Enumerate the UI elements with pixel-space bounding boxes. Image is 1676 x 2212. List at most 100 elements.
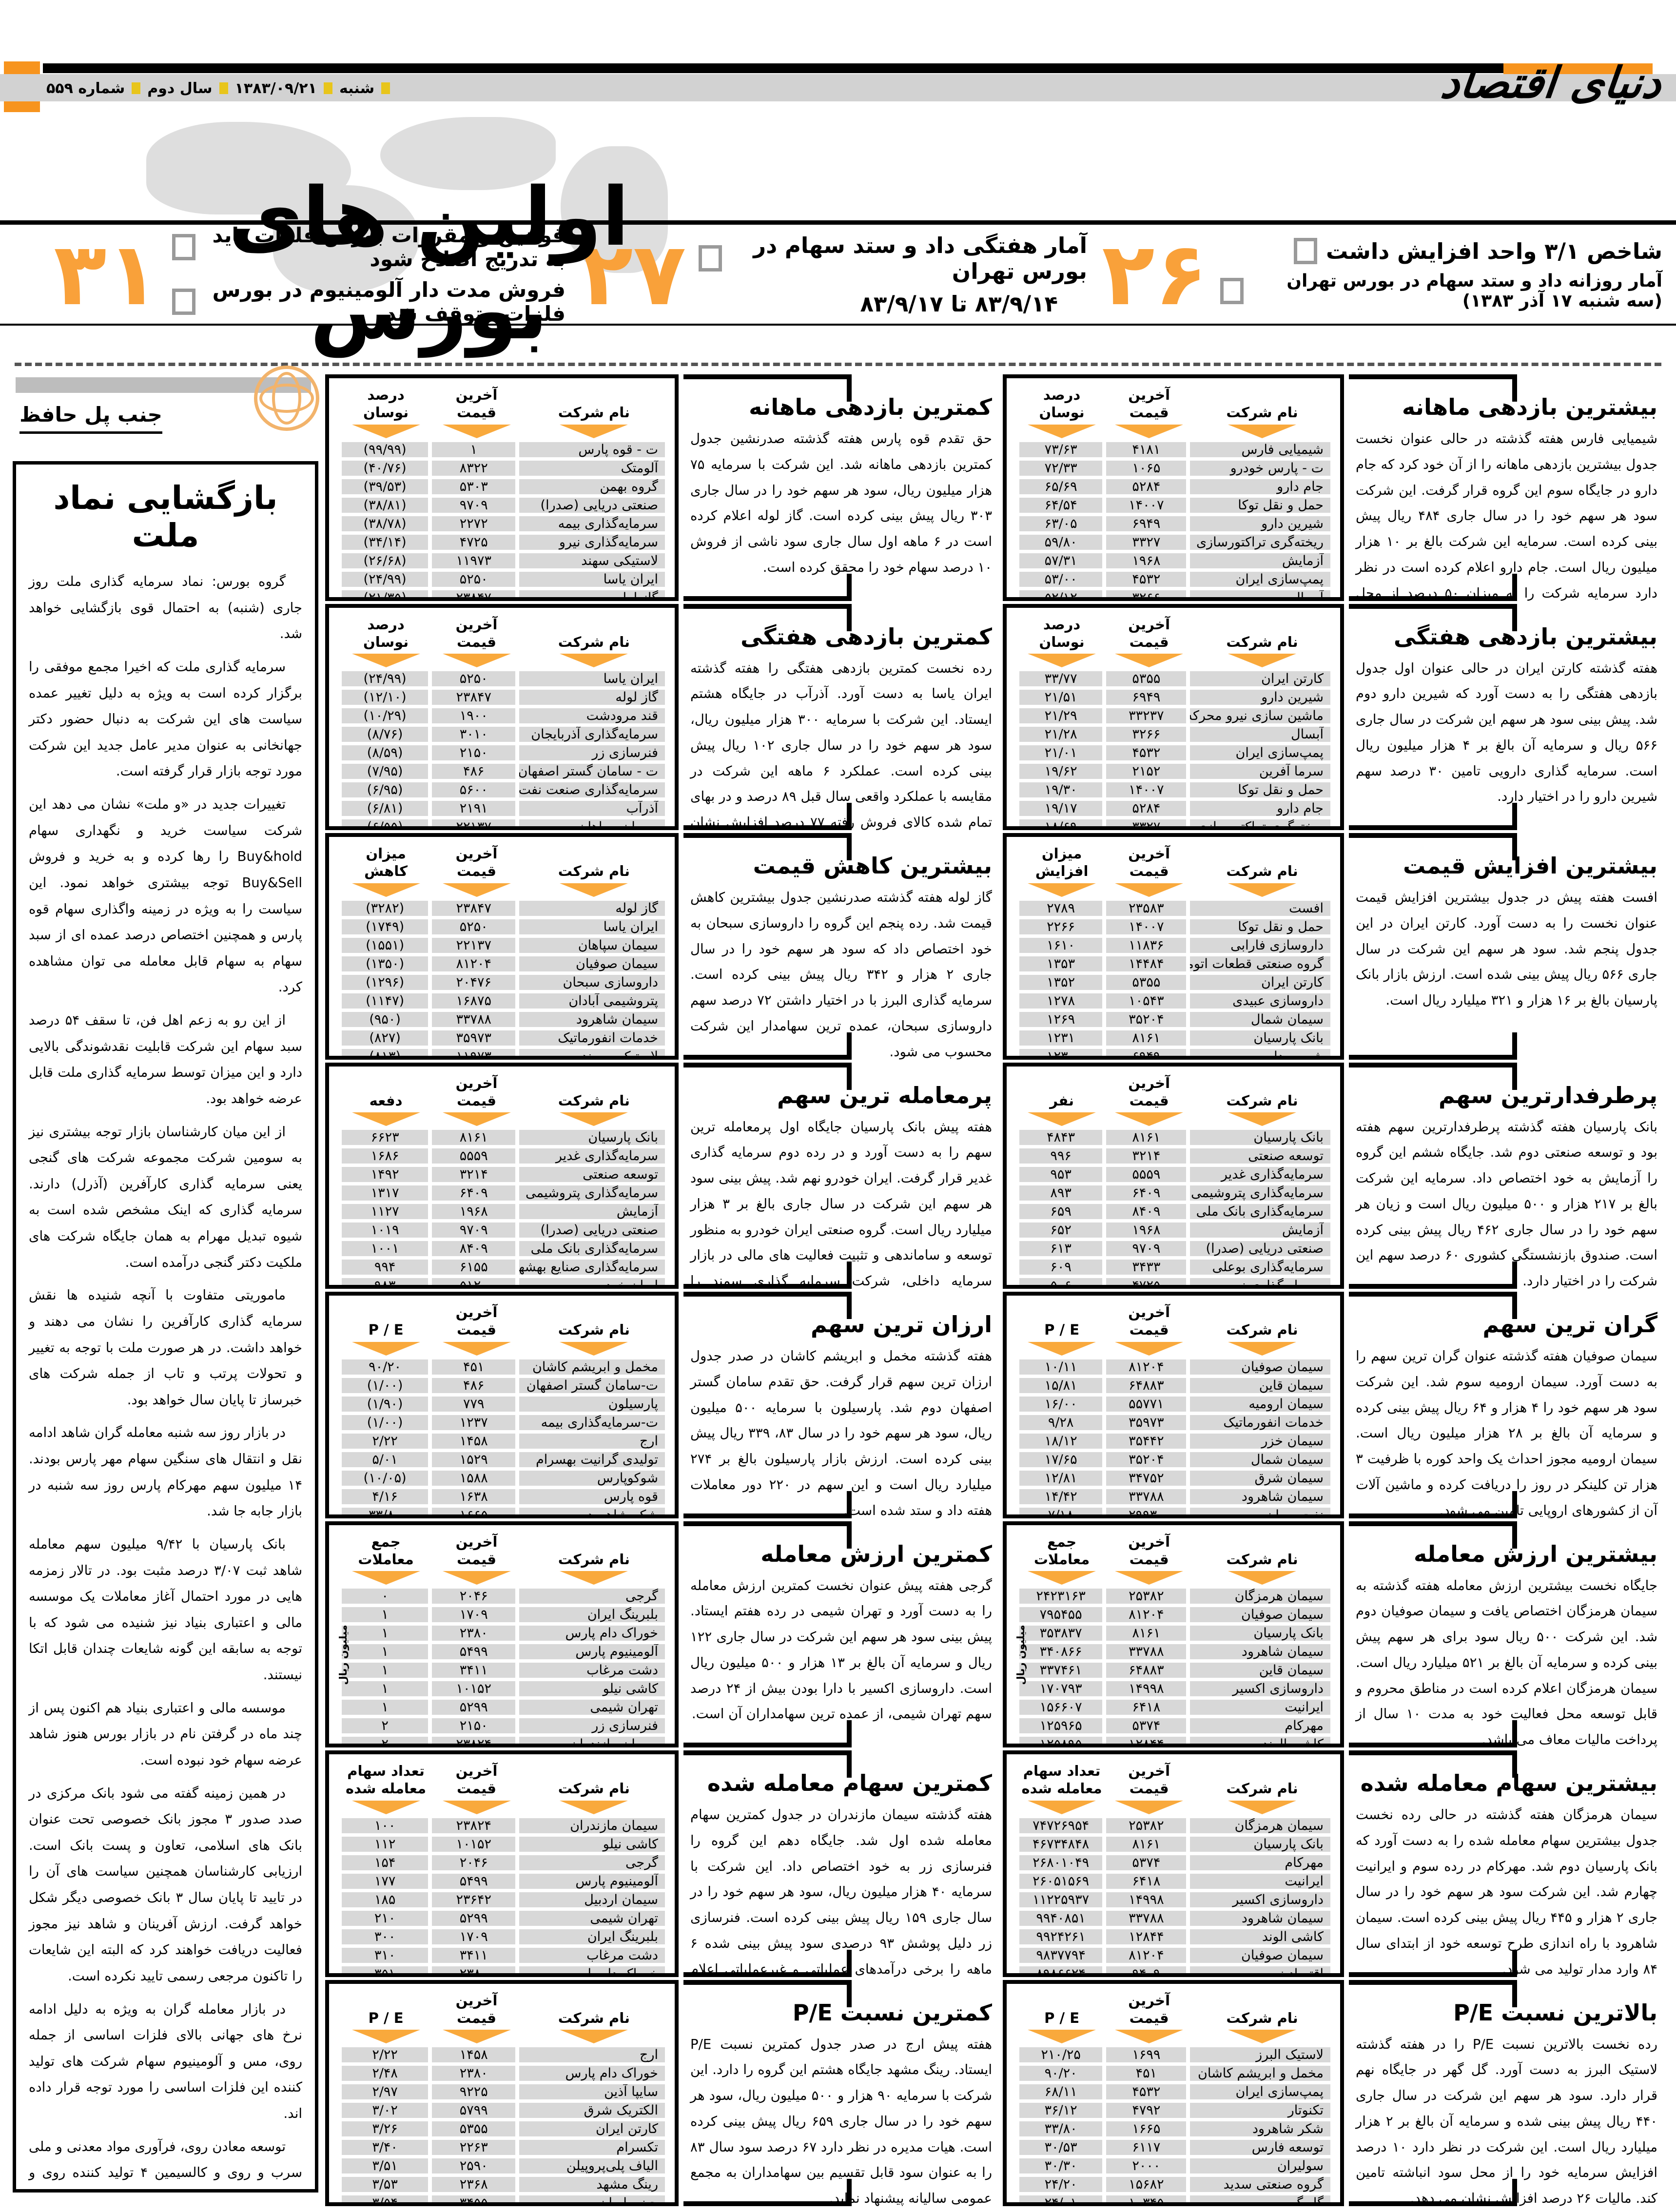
metric-cell: ۲/۲۲ xyxy=(342,1433,429,1449)
middle-section-text: کمترین نسبت P/E هفته پیش ارج در صدر جدول … xyxy=(683,1979,998,2206)
metric-cell: ۹۰/۲۰ xyxy=(1019,2066,1103,2081)
last-price-cell: ۶۴۸۸۳ xyxy=(1106,1663,1187,1678)
company-name-cell: آزمایش xyxy=(1190,553,1330,568)
sort-arrow-icon xyxy=(351,654,420,667)
column-label: درصد نوسان xyxy=(1039,616,1085,650)
last-price-cell: ۴۵۳۲ xyxy=(1106,571,1187,587)
table-row: کارتن ایران ۵۳۵۵ ۱۳۵۲ xyxy=(1019,974,1330,990)
metric-cell: ۳۶/۱۲ xyxy=(1019,2103,1103,2118)
company-name-cell: سیمان صوفیان xyxy=(1190,1607,1330,1622)
company-name-cell: قوه پارس xyxy=(519,1489,665,1504)
last-price-cell: ۴۵۱ xyxy=(1106,2066,1187,2081)
metric-cell: ۹۹۴ xyxy=(342,1260,429,1275)
column-label: دفعه xyxy=(369,1092,403,1109)
metric-cell: ۶۸/۱۱ xyxy=(1019,2084,1103,2099)
table-body: سیمان مازندران ۲۳۸۲۴ ۱۰۰ کاشی نیلو ۱۰۱۵۲ ۱۱۲ گ… xyxy=(342,1818,665,1973)
table-body: سیمان صوفیان ۸۱۲۰۴ ۱۰/۱۱ سیمان قاین ۶۴۸۸۳ ۱۵/… xyxy=(1019,1359,1330,1514)
metric-cell: ۱ xyxy=(342,1700,429,1715)
company-name-cell: ریخته‌گری تراکتورسازی xyxy=(1190,819,1330,827)
company-name-cell: الیاف پلی‌پروپیلن xyxy=(519,2158,665,2173)
table-row: کاشی الوند ۱۲۸۴۴ ۱۲۵۸۹۵ xyxy=(1019,1737,1330,1744)
section-paragraph: حق تقدم قوه پارس هفته گذشته صدرنشین جدول… xyxy=(690,431,992,575)
column-label: نام شرکت xyxy=(558,2009,630,2026)
table-row: سرمایه‌گذاری نیرو ۴۷۲۵ (۳۴/۱۴) xyxy=(342,534,665,550)
last-price-cell: ۵۳۷۴ xyxy=(1106,1855,1187,1870)
table-column-header: آخرین قیمت xyxy=(1108,1533,1190,1585)
table-row: سرمایه‌گذاری غدیر ۵۵۵۹ ۹۵۳ xyxy=(1019,1167,1330,1182)
table-row: فنرسازی زر ۲۱۵۰ ۲ xyxy=(342,1718,665,1733)
table-row: آزمایش ۱۹۶۸ ۱۱۲۷ xyxy=(342,1204,665,1219)
company-name-cell: سیمان ارومیه xyxy=(1190,1396,1330,1412)
table-row: شیرین دارو ۶۹۴۹ ۲۱/۵۱ xyxy=(1019,690,1330,705)
metric-cell: ۹۸۳ xyxy=(342,1278,429,1285)
column-label: آخرین قیمت xyxy=(455,1304,498,1339)
table-column-header: P / E xyxy=(342,1992,430,2043)
table-row: سولیران ۲۰۰۰ ۳۰/۳۰ xyxy=(1019,2158,1330,2173)
table-column-header: آخرین قیمت xyxy=(434,1762,519,1814)
metric-cell: (۲۱/۳۵) xyxy=(342,590,429,597)
table-row: سیمان هرمزگان ۲۵۳۸۲ ۲۴۲۳۱۶۳ xyxy=(1019,1589,1330,1604)
section-heading: بیشترین کاهش قیمت xyxy=(753,853,992,879)
last-price-cell: ۴۵۱ xyxy=(432,1359,516,1375)
last-price-cell: ۶۱۱۷ xyxy=(1106,2140,1187,2155)
metric-cell: ۲۱/۲۸ xyxy=(1019,727,1103,742)
company-name-cell: سیمان صوفیان xyxy=(1190,1947,1330,1963)
table-row: پمپ‌سازی ایران ۴۵۳۲ ۲۱/۰۱ xyxy=(1019,745,1330,760)
company-name-cell: بانک پارسیان xyxy=(1190,1626,1330,1641)
last-price-cell: ۳۲۱۴ xyxy=(432,1167,516,1182)
last-price-cell: ۲۵۹۰ xyxy=(432,2158,516,2173)
table-row: توسعه صنعتی ۳۲۱۴ ۹۹۶ xyxy=(1019,1148,1330,1164)
sort-arrow-icon xyxy=(1028,654,1096,667)
table-row: آذرآب ۲۱۹۱ (۶/۸۱) xyxy=(342,801,665,816)
table-column-header: نام شرکت xyxy=(1194,1074,1330,1126)
metric-cell: (۶/۵۵) xyxy=(342,819,429,827)
section-paragraph: هفته گذشته سیمان مازندران در جدول کمترین… xyxy=(690,1807,993,1977)
section-heading: پرمعامله ترین سهم xyxy=(777,1082,992,1108)
header-gray-strip xyxy=(0,74,1676,101)
company-name-cell: نفت بهران xyxy=(1190,1507,1330,1514)
table-row: سرمایه‌گذاری پتروشیمی ۶۴۰۹ ۱۳۱۷ xyxy=(342,1185,665,1201)
page-title: اولین های بورس xyxy=(229,170,630,357)
last-price-cell: ۸۴۰۹ xyxy=(1106,1204,1187,1219)
metric-cell: ۳۰۰ xyxy=(342,1929,429,1944)
separator-square-icon xyxy=(381,82,390,94)
company-name-cell: گروه بهمن xyxy=(519,479,665,494)
metric-cell: ۲۱/۵۱ xyxy=(1019,690,1103,705)
column-label: آخرین قیمت xyxy=(1128,616,1170,650)
company-name-cell: چینی ایران xyxy=(519,2195,665,2203)
divider xyxy=(0,324,1676,326)
table-header-row: نام شرکت آخرین قیمت P / E xyxy=(342,1992,665,2043)
company-name-cell: سیمان هرمزگان xyxy=(1190,1589,1330,1604)
table-row: الکتریک شرق ۵۷۹۹ ۳/۰۲ xyxy=(342,2103,665,2118)
table-row: آبسال ۳۲۶۶ ۲۱/۲۸ xyxy=(1019,727,1330,742)
index-headline: آمار هفتگی داد و ستد سهام در بورس تهران xyxy=(753,232,1087,284)
checkbox-icon xyxy=(172,289,196,315)
column-label: نام شرکت xyxy=(558,1321,630,1339)
sidebar-article-title: بازگشایی نماد ملت xyxy=(53,479,278,554)
metric-cell: (۲۴/۹۹) xyxy=(342,671,429,686)
table-row: سیمان شاهرود ۳۳۷۸۸ ۹۹۴۰۸۵۱ xyxy=(1019,1910,1330,1926)
last-price-cell: ۵۴۹۹ xyxy=(432,1873,516,1889)
last-price-cell: ۵۲۵۰ xyxy=(432,919,516,934)
last-price-cell: ۱۷۰۹ xyxy=(432,1929,516,1944)
sort-arrow-icon xyxy=(1228,1341,1297,1356)
last-price-cell: ۲۳۵۸۳ xyxy=(1106,900,1187,916)
metric-cell: ۱۵/۸۱ xyxy=(1019,1378,1103,1393)
metric-cell: ۳/۰۲ xyxy=(342,2103,429,2118)
metric-cell: ۴/۱۶ xyxy=(342,1489,429,1504)
company-name-cell: داروسازی عبیدی xyxy=(1190,993,1330,1009)
table-body: بانک پارسیان ۸۱۶۱ ۴۸۴۳ توسعه صنعتی ۳۲۱۴ ۹۹۶ سر… xyxy=(1019,1130,1330,1285)
sidebar-paragraph: ماموریتی متفاوت با آنچه شنیده ها نقش سرم… xyxy=(29,1287,302,1408)
table-row: ت - قوه پارس ۱ (۹۹/۹۹) xyxy=(342,442,665,457)
last-price-cell: ۲۳۸۰ xyxy=(432,1966,516,1973)
metric-cell: (۹۵۰) xyxy=(342,1011,429,1027)
table-row: کاشی نیلو ۱۰۱۵۲ ۱ xyxy=(342,1681,665,1696)
metric-cell: ۹۵۳ xyxy=(1019,1167,1103,1182)
metric-cell: ۵۷/۳۱ xyxy=(1019,553,1103,568)
table-row: گروه صنعتی سدید ۱۵۶۸۲ ۲۴/۲۰ xyxy=(1019,2177,1330,2192)
newspaper-logo: دنیای اقتصاد xyxy=(1438,58,1664,108)
index-item-26: شاخص ۳/۱ واحد افزایش داشت آمار روزانه دا… xyxy=(1102,228,1662,321)
table-column-header: آخرین قیمت xyxy=(434,616,519,667)
company-name-cell: صنعتی دریایی (صدرا) xyxy=(519,497,665,513)
